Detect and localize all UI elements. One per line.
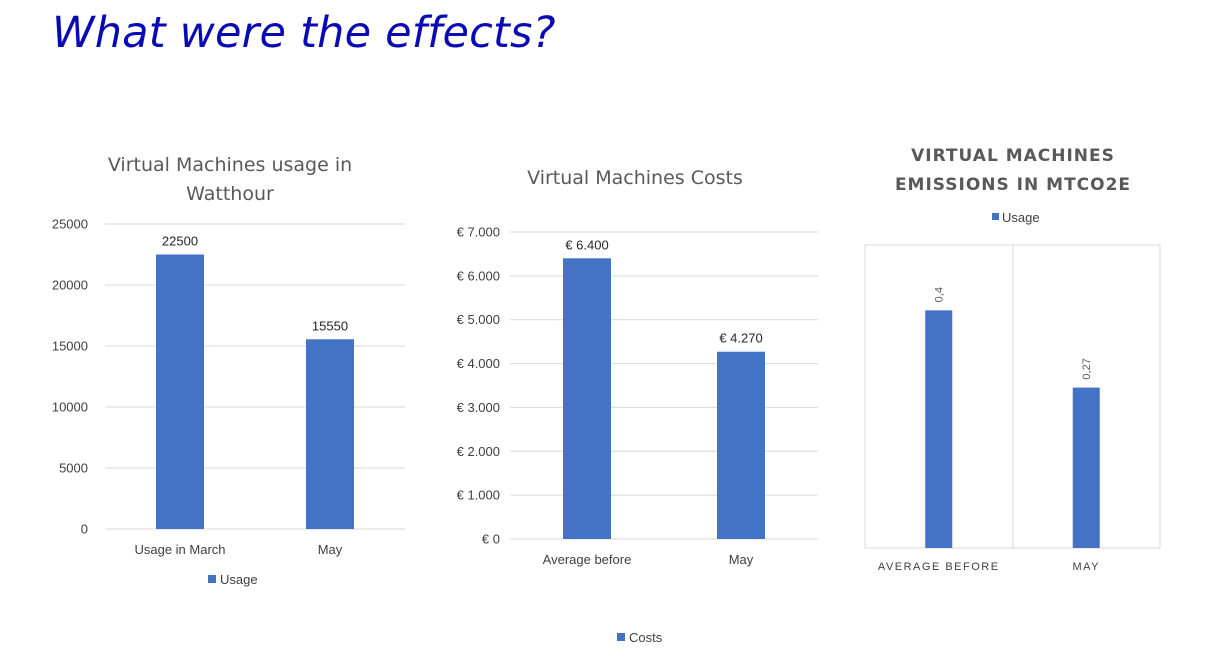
legend-label: Usage xyxy=(1002,210,1040,225)
legend-swatch xyxy=(208,575,216,583)
data-label: € 4.270 xyxy=(719,331,762,346)
bar xyxy=(1072,387,1100,548)
bar xyxy=(925,310,953,548)
x-category-label: MAY xyxy=(1072,561,1100,573)
x-category-label: May xyxy=(729,552,754,567)
bar xyxy=(717,351,765,539)
data-label: 22500 xyxy=(162,234,198,249)
legend-swatch xyxy=(617,633,625,641)
chart-title-line-2: EMISSIONS IN MTCO2E xyxy=(895,175,1131,195)
legend-label: Costs xyxy=(629,630,663,645)
chart-legend: Usage xyxy=(992,210,1040,225)
usage-watthour-chart: Virtual Machines usage in Watthour 0 5000… xyxy=(52,154,405,587)
chart-legend: Costs xyxy=(617,630,663,645)
legend-swatch xyxy=(992,213,999,220)
y-tick-label: 20000 xyxy=(52,278,88,293)
data-label: 15550 xyxy=(312,318,348,333)
y-tick-label: 15000 xyxy=(52,339,88,354)
y-tick-label: € 3.000 xyxy=(457,400,500,415)
y-tick-label: € 7.000 xyxy=(457,225,500,240)
y-tick-label: 5000 xyxy=(59,461,88,476)
chart-legend: Usage xyxy=(208,572,258,587)
chart-title: Virtual Machines Costs xyxy=(527,167,743,189)
bar xyxy=(306,339,354,529)
data-label: € 6.400 xyxy=(565,237,608,252)
y-tick-label: 10000 xyxy=(52,400,88,415)
chart-title-line-2: Watthour xyxy=(186,183,274,205)
chart-title-line-1: VIRTUAL MACHINES xyxy=(911,146,1115,166)
x-category-label: Average before xyxy=(543,552,632,567)
x-category-label: May xyxy=(318,542,343,557)
chart-title-line-1: Virtual Machines usage in xyxy=(108,154,352,176)
y-tick-label: € 5.000 xyxy=(457,312,500,327)
x-category-label: Usage in March xyxy=(134,542,225,557)
y-tick-label: € 6.000 xyxy=(457,268,500,283)
y-tick-label: 0 xyxy=(81,522,88,537)
slide-title: What were the effects? xyxy=(52,8,556,58)
data-label: 0,4 xyxy=(934,287,946,302)
y-tick-label: 25000 xyxy=(52,217,88,232)
y-tick-label: € 1.000 xyxy=(457,488,500,503)
data-label: 0,27 xyxy=(1081,358,1093,379)
y-tick-label: € 2.000 xyxy=(457,444,500,459)
legend-label: Usage xyxy=(220,572,258,587)
emissions-chart: VIRTUAL MACHINES EMISSIONS IN MTCO2E Usa… xyxy=(864,146,1161,573)
costs-chart: Virtual Machines Costs € 0 € 1.000 € 2.000… xyxy=(457,167,818,645)
bar xyxy=(563,258,611,539)
x-category-label: AVERAGE BEFORE xyxy=(878,561,1000,573)
bar xyxy=(156,254,204,529)
y-tick-label: € 4.000 xyxy=(457,356,500,371)
y-tick-label: € 0 xyxy=(482,532,500,547)
